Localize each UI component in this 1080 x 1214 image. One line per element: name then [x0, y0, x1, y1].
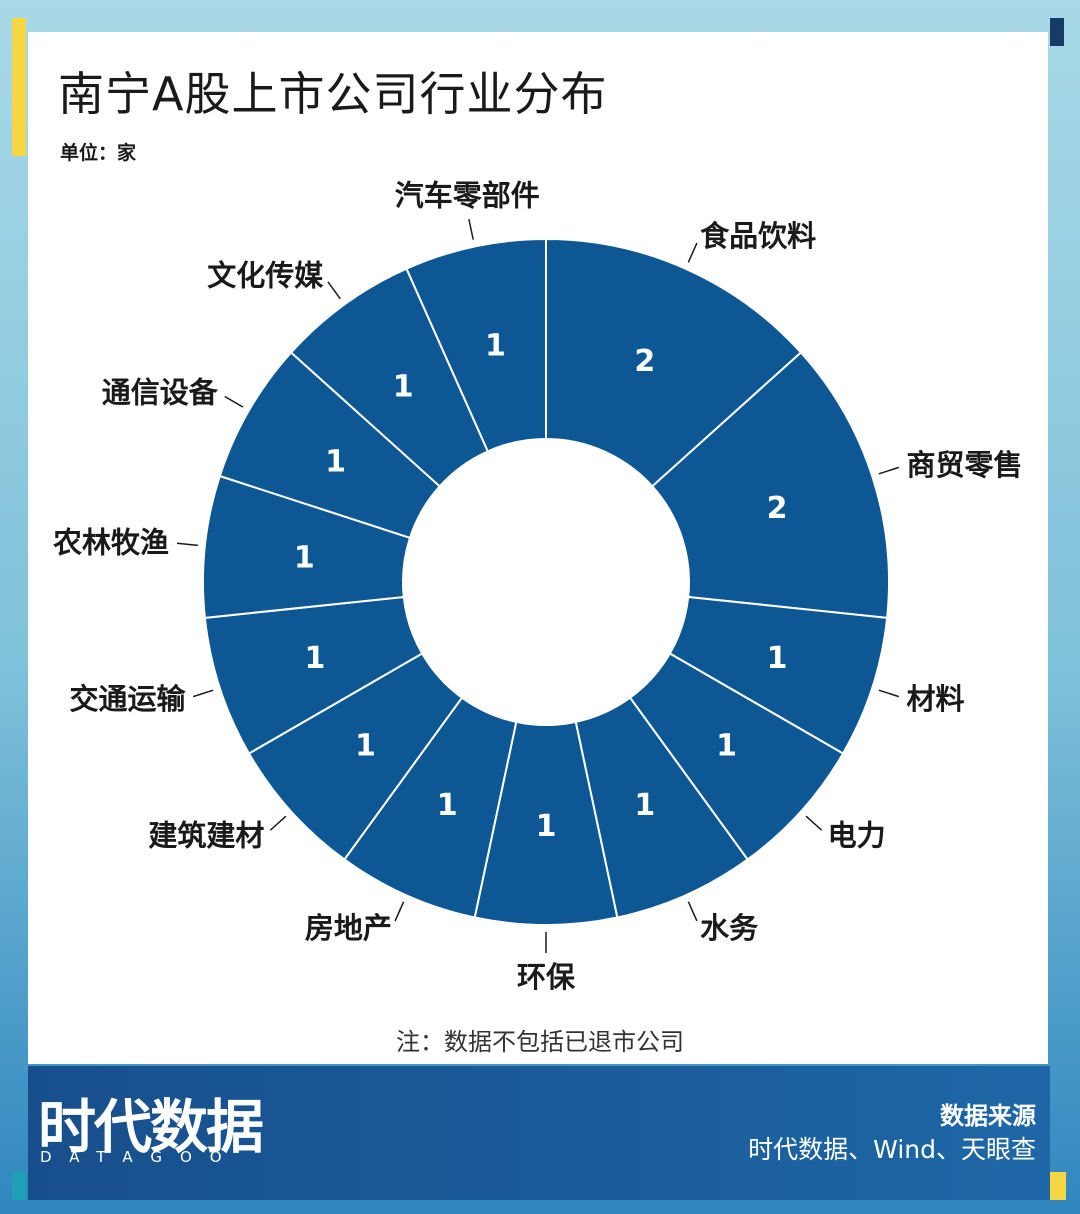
- leader-line: [468, 218, 474, 240]
- slice-category-label: 农林牧渔: [52, 525, 169, 559]
- donut-slice: [405, 237, 547, 453]
- footer-bar: 时代数据 DATAGOO 数据来源 时代数据、Wind、天眼查: [28, 1066, 1050, 1200]
- leader-line: [687, 901, 698, 922]
- accent-bar-bottom-left: [12, 1172, 26, 1200]
- slice-value-label: 2: [634, 344, 655, 379]
- slice-category-label: 水务: [700, 911, 758, 945]
- brand-logo: 时代数据: [38, 1093, 264, 1161]
- slice-value-label: 1: [767, 641, 788, 676]
- donut-slice: [650, 351, 890, 619]
- leader-line: [224, 395, 244, 408]
- slice-value-label: 1: [437, 788, 458, 823]
- slice-value-label: 1: [325, 445, 346, 480]
- leader-line: [269, 815, 287, 831]
- slice-value-label: 1: [355, 729, 376, 764]
- leader-line: [327, 281, 341, 300]
- leader-line: [687, 242, 698, 263]
- slice-category-label: 通信设备: [102, 376, 219, 410]
- accent-bar-top-left: [12, 18, 26, 156]
- slice-category-label: 环保: [517, 960, 576, 994]
- slice-category-label: 商贸零售: [906, 448, 1022, 482]
- source-text: 时代数据、Wind、天眼查: [748, 1135, 1036, 1164]
- slice-value-label: 1: [536, 809, 557, 844]
- leader-line: [394, 901, 405, 922]
- slice-category-label: 房地产: [305, 911, 392, 945]
- slice-value-label: 1: [716, 729, 737, 764]
- accent-bar-bottom-right: [1050, 1172, 1066, 1200]
- slice-value-label: 1: [304, 641, 325, 676]
- leader-line: [176, 542, 198, 547]
- source-label: 数据来源: [940, 1102, 1036, 1130]
- slice-category-label: 电力: [828, 819, 886, 853]
- slice-category-label: 交通运输: [70, 682, 187, 716]
- donut-slice: [545, 237, 803, 488]
- leader-line: [878, 689, 900, 698]
- slice-value-label: 1: [634, 788, 655, 823]
- slice-category-label: 材料: [906, 682, 964, 716]
- slice-category-label: 建筑建材: [148, 819, 264, 853]
- slice-value-label: 2: [767, 491, 788, 526]
- unit-label: 单位：家: [60, 142, 137, 164]
- chart-note: 注：数据不包括已退市公司: [396, 1028, 684, 1056]
- leader-line: [192, 689, 214, 698]
- chart-title: 南宁A股上市公司行业分布: [58, 67, 608, 121]
- slice-value-label: 1: [393, 369, 414, 404]
- slice-category-label: 汽车零部件: [395, 178, 540, 212]
- slice-value-label: 1: [294, 541, 315, 576]
- accent-bar-top-right: [1050, 18, 1064, 46]
- leader-line: [805, 815, 823, 831]
- slice-category-label: 食品饮料: [700, 219, 816, 253]
- slice-value-label: 1: [485, 328, 506, 363]
- slice-category-label: 文化传媒: [207, 258, 324, 292]
- brand-logo-subtitle: DATAGOO: [40, 1148, 240, 1166]
- leader-line: [878, 466, 900, 475]
